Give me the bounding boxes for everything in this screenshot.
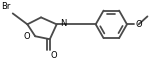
Text: Br: Br: [1, 2, 11, 11]
Text: N: N: [61, 19, 67, 28]
Text: O: O: [51, 51, 57, 60]
Text: O: O: [24, 32, 30, 41]
Text: O: O: [136, 20, 142, 29]
